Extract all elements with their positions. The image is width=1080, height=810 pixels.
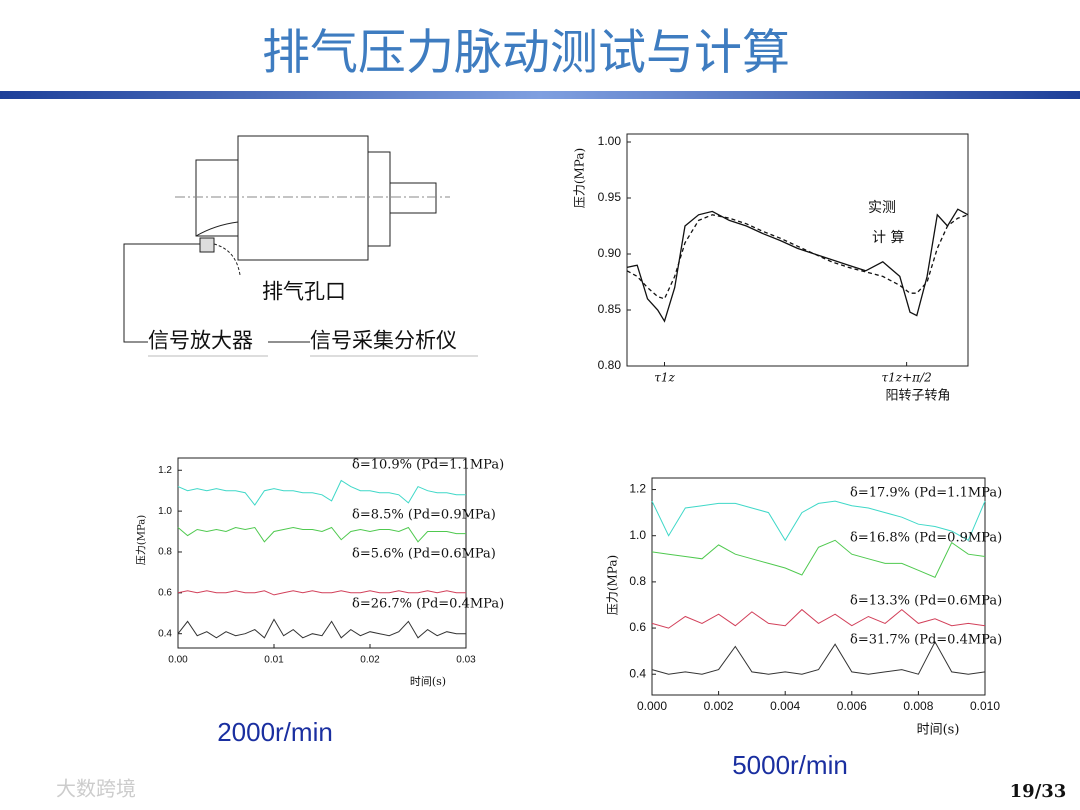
x-tick-label: 0.000 [637, 699, 667, 713]
slide-title: 排气压力脉动测试与计算 [262, 27, 790, 80]
x-tick-label: 0.002 [704, 699, 734, 713]
series-line [177, 526, 466, 543]
series-line [651, 500, 986, 542]
y-axis-label: 压力(MPa) [573, 148, 587, 208]
x-tick-label: 0.004 [770, 699, 800, 713]
y-axis-label: 压力(MPa) [606, 555, 620, 615]
x-axis-label: 时间(s) [410, 675, 446, 688]
y-tick-label: 1.2 [158, 465, 172, 476]
series-label: δ=5.6% (Pd=0.6MPa) [352, 547, 496, 562]
plot-frame [177, 457, 467, 649]
y-axis-label: 压力(MPa) [135, 515, 148, 565]
x-tick-label: 0.03 [456, 655, 476, 666]
page-number: 19/33 [1010, 781, 1067, 802]
diagram-label: 排气孔口 [262, 280, 346, 304]
x-tick-label: 0.006 [837, 699, 867, 713]
watermark: 大数跨境 [56, 777, 136, 800]
series-label: δ=26.7% (Pd=0.4MPa) [352, 597, 504, 612]
x-tick-label: 0.01 [264, 655, 284, 666]
y-tick-label: 0.4 [158, 628, 172, 639]
x-tick-label: 0.02 [360, 655, 380, 666]
chart-caption: 2000r/min [217, 717, 333, 747]
series-line [626, 214, 969, 300]
series-line [177, 618, 466, 639]
x-axis-label: 时间(s) [917, 723, 960, 738]
series-line [651, 640, 986, 675]
series-label: δ=8.5% (Pd=0.9MPa) [352, 508, 496, 523]
series-label: δ=31.7% (Pd=0.4MPa) [850, 633, 1002, 648]
x-tick-label: 0.00 [168, 655, 188, 666]
series-label: δ=16.8% (Pd=0.9MPa) [850, 531, 1002, 546]
y-tick-label: 1.00 [598, 134, 622, 148]
series-line [651, 539, 986, 578]
y-tick-label: 0.80 [598, 358, 622, 372]
series-label: δ=13.3% (Pd=0.6MPa) [850, 594, 1002, 609]
y-tick-label: 0.8 [629, 574, 646, 588]
plot-frame [626, 133, 969, 367]
diagram-label: 信号采集分析仪 [310, 329, 457, 353]
series-line [177, 479, 466, 506]
diagram-label: 信号放大器 [148, 329, 253, 353]
series-label: 计 算 [872, 230, 904, 246]
diagram [123, 135, 478, 357]
series-label: 实测 [868, 200, 896, 216]
series-label: δ=10.9% (Pd=1.1MPa) [352, 458, 504, 473]
y-tick-label: 0.6 [158, 587, 172, 598]
y-tick-label: 0.95 [598, 190, 622, 204]
x-axis-label: 阳转子转角 [885, 389, 950, 404]
series-label: δ=17.9% (Pd=1.1MPa) [850, 486, 1002, 501]
y-tick-label: 0.8 [158, 547, 172, 558]
plot-frame [651, 477, 986, 696]
chart-caption: 5000r/min [732, 750, 848, 780]
y-tick-label: 0.85 [598, 302, 622, 316]
y-tick-label: 0.4 [629, 666, 646, 680]
y-tick-label: 0.6 [629, 620, 646, 634]
y-tick-label: 1.0 [158, 506, 172, 517]
y-tick-label: 1.2 [629, 482, 646, 496]
x-tick-label: 0.010 [970, 699, 1000, 713]
x-tick-label: τ1z [654, 371, 675, 385]
series-line [177, 590, 466, 596]
title-bar [0, 91, 1080, 99]
series-line [626, 208, 969, 323]
series-line [651, 608, 986, 629]
x-tick-label: 0.008 [903, 699, 933, 713]
x-tick-label: τ1z+π/2 [882, 371, 932, 385]
y-tick-label: 0.90 [598, 246, 622, 260]
y-tick-label: 1.0 [629, 528, 646, 542]
